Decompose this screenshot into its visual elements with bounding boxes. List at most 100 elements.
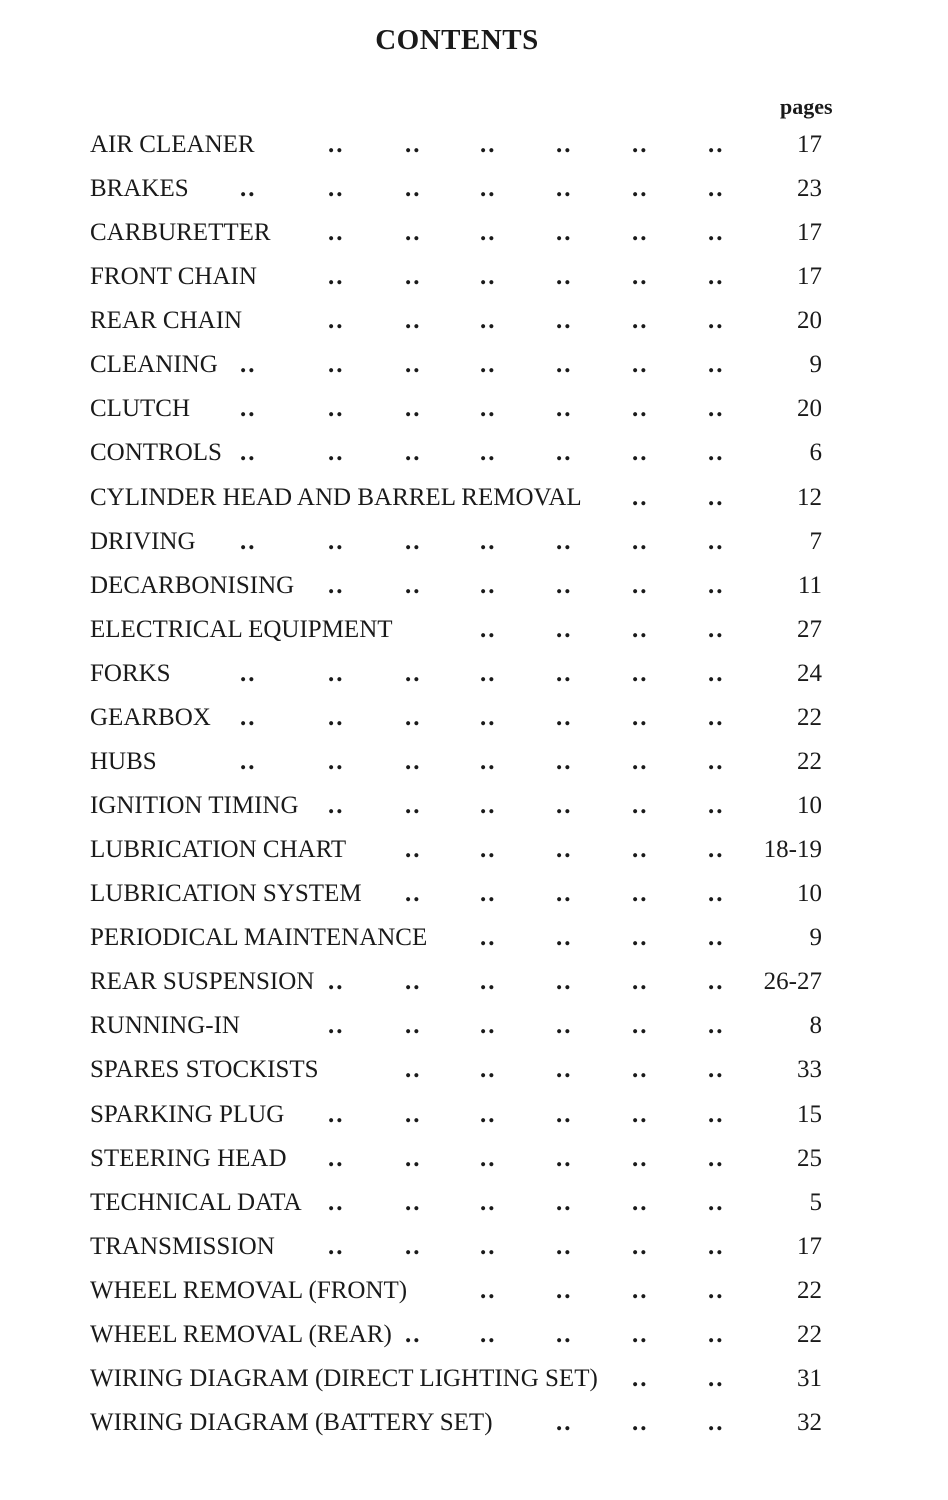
- entry-label: CONTROLS: [90, 439, 222, 467]
- dot-leader: ..: [556, 659, 573, 687]
- contents-entry: WIRING DIAGRAM (DIRECT LIGHTING SET) 31..…: [90, 1365, 850, 1405]
- entry-label: AIR CLEANER: [90, 131, 255, 158]
- contents-entry: TRANSMISSION 17............: [90, 1233, 850, 1273]
- dot-leader: ..: [556, 968, 573, 996]
- dot-leader: ..: [480, 131, 497, 158]
- dot-leader: ..: [556, 792, 573, 820]
- dot-leader: ..: [480, 351, 497, 379]
- entry-page-number: 7: [809, 527, 823, 555]
- dot-leader: ..: [708, 1188, 725, 1216]
- contents-entry: TECHNICAL DATA 5............: [90, 1189, 850, 1229]
- dot-leader: ..: [632, 307, 649, 335]
- dot-leader: ..: [405, 1012, 422, 1040]
- entry-label: WHEEL REMOVAL (FRONT): [90, 1276, 408, 1304]
- pages-column-heading: pages: [780, 94, 833, 119]
- contents-entry: BRAKES 23..............: [90, 175, 850, 215]
- dot-leader: ..: [556, 703, 573, 731]
- dot-leader: ..: [328, 351, 345, 379]
- entry-label: FRONT CHAIN: [90, 263, 257, 291]
- entry-page-number: 24: [797, 659, 822, 687]
- entry-page-number: 11: [797, 571, 822, 599]
- dot-leader: ..: [480, 1144, 497, 1172]
- dot-leader: ..: [405, 1320, 422, 1348]
- contents-entry: CLUTCH 20..............: [90, 395, 850, 435]
- contents-entry: DRIVING 7..............: [90, 528, 850, 568]
- contents-entry: RUNNING-IN 8............: [90, 1012, 850, 1052]
- dot-leader: ..: [405, 1144, 422, 1172]
- dot-leader: ..: [632, 880, 649, 908]
- dot-leader: ..: [480, 439, 497, 467]
- dot-leader: ..: [328, 439, 345, 467]
- entry-page-number: 18-19: [763, 836, 822, 864]
- dot-leader: ..: [480, 1012, 497, 1040]
- dot-leader: ..: [708, 439, 725, 467]
- entry-page-number: 10: [797, 880, 822, 908]
- dot-leader: ..: [480, 968, 497, 996]
- dot-leader: ..: [708, 1012, 725, 1040]
- dot-leader: ..: [405, 1056, 422, 1084]
- dot-leader: ..: [556, 1056, 573, 1084]
- dot-leader: ..: [405, 263, 422, 291]
- dot-leader: ..: [480, 571, 497, 599]
- dot-leader: ..: [556, 1144, 573, 1172]
- dot-leader: ..: [480, 1232, 497, 1260]
- dot-leader: ..: [708, 395, 725, 423]
- dot-leader: ..: [328, 571, 345, 599]
- entry-page-number: 32: [797, 1409, 822, 1437]
- contents-entry: FRONT CHAIN 17............: [90, 263, 850, 303]
- entry-label: DECARBONISING: [90, 571, 295, 599]
- entry-page-number: 22: [797, 703, 822, 731]
- entry-label: RUNNING-IN: [90, 1012, 240, 1040]
- dot-leader: ..: [708, 131, 725, 158]
- contents-entry: SPARKING PLUG 15............: [90, 1101, 850, 1141]
- dot-leader: ..: [632, 747, 649, 775]
- entry-label: DRIVING: [90, 527, 196, 555]
- dot-leader: ..: [405, 792, 422, 820]
- contents-entry: FORKS 24..............: [90, 660, 850, 700]
- entry-page-number: 26-27: [763, 968, 822, 996]
- entry-page-number: 8: [809, 1012, 823, 1040]
- entry-page-number: 20: [797, 395, 822, 423]
- entry-page-number: 9: [809, 924, 823, 952]
- entry-page-number: 22: [797, 1276, 822, 1304]
- dot-leader: ..: [708, 1056, 725, 1084]
- dot-leader: ..: [405, 131, 422, 158]
- dot-leader: ..: [708, 351, 725, 379]
- dot-leader: ..: [240, 351, 257, 379]
- dot-leader: ..: [556, 219, 573, 247]
- entry-page-number: 17: [797, 263, 822, 291]
- entry-page-number: 33: [797, 1056, 822, 1084]
- entry-label: BRAKES: [90, 175, 189, 203]
- entry-label: WHEEL REMOVAL (REAR): [90, 1320, 392, 1348]
- dot-leader: ..: [480, 527, 497, 555]
- dot-leader: ..: [632, 131, 649, 158]
- dot-leader: ..: [632, 1232, 649, 1260]
- contents-entry: SPARES STOCKISTS 33..........: [90, 1056, 850, 1096]
- dot-leader: ..: [480, 307, 497, 335]
- dot-leader: ..: [405, 703, 422, 731]
- entry-label: WIRING DIAGRAM (DIRECT LIGHTING SET): [90, 1364, 598, 1392]
- dot-leader: ..: [556, 1100, 573, 1128]
- dot-leader: ..: [556, 1232, 573, 1260]
- dot-leader: ..: [708, 968, 725, 996]
- dot-leader: ..: [708, 571, 725, 599]
- dot-leader: ..: [632, 968, 649, 996]
- dot-leader: ..: [708, 659, 725, 687]
- dot-leader: ..: [632, 615, 649, 643]
- dot-leader: ..: [708, 263, 725, 291]
- entry-page-number: 31: [797, 1364, 822, 1392]
- dot-leader: ..: [556, 263, 573, 291]
- dot-leader: ..: [480, 836, 497, 864]
- dot-leader: ..: [328, 131, 345, 158]
- dot-leader: ..: [556, 175, 573, 203]
- dot-leader: ..: [328, 747, 345, 775]
- dot-leader: ..: [556, 880, 573, 908]
- entry-label: LUBRICATION CHART: [90, 836, 347, 864]
- dot-leader: ..: [240, 703, 257, 731]
- entry-label: TRANSMISSION: [90, 1232, 275, 1260]
- entry-page-number: 22: [797, 747, 822, 775]
- dot-leader: ..: [556, 615, 573, 643]
- dot-leader: ..: [405, 571, 422, 599]
- entry-page-number: 15: [797, 1100, 822, 1128]
- entry-label: STEERING HEAD: [90, 1144, 287, 1172]
